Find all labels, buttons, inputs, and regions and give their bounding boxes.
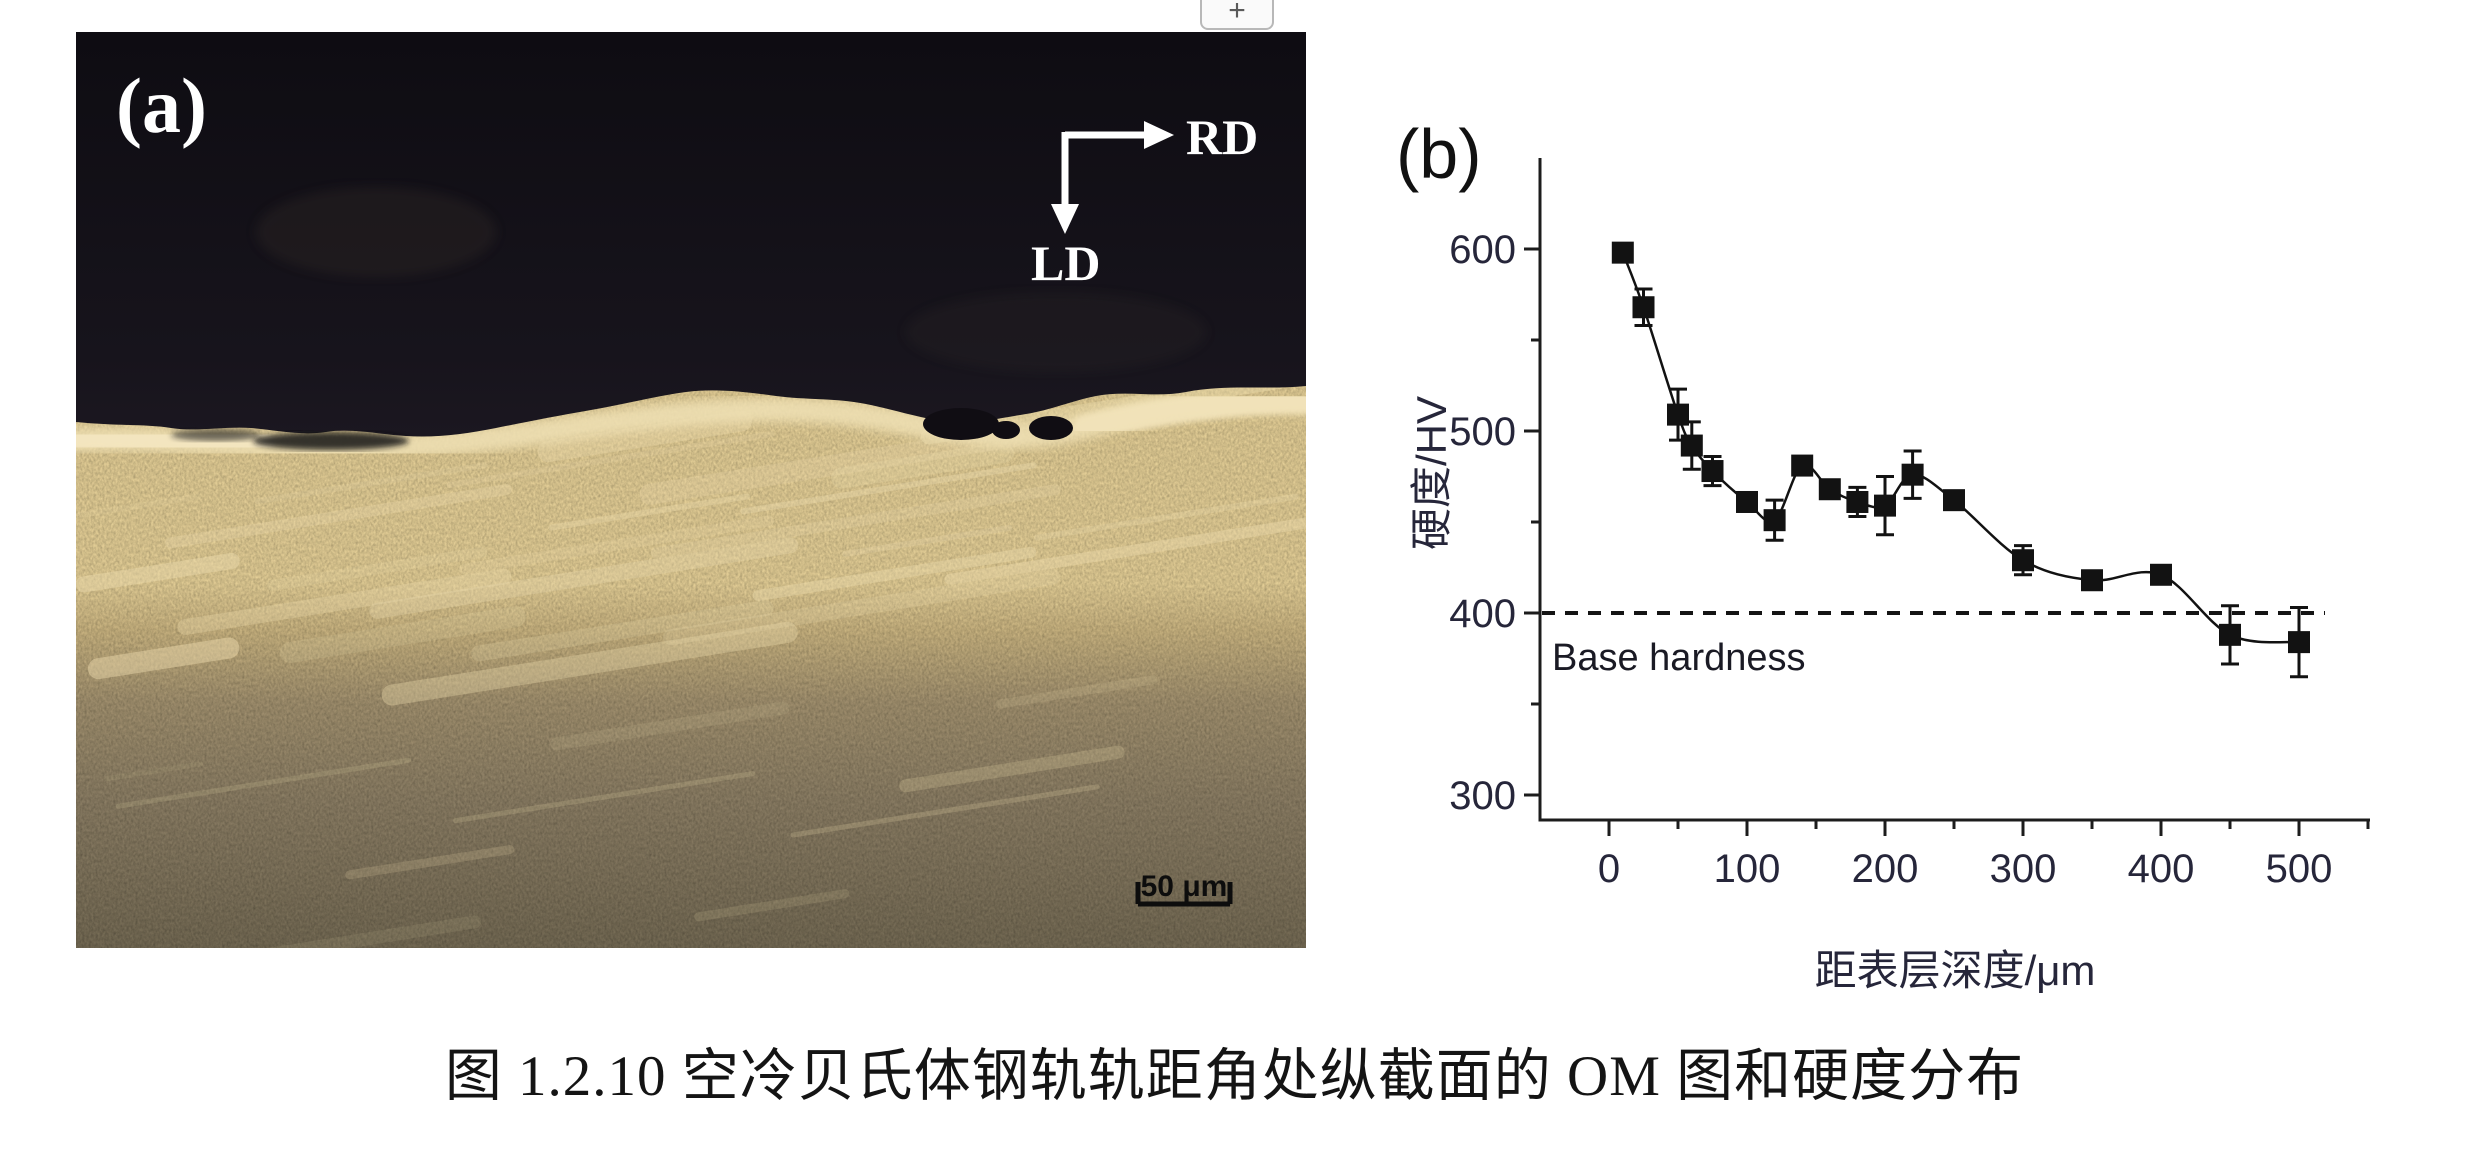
data-point-marker [2150,563,2172,586]
data-point-marker [1846,490,1869,513]
flow-streak [87,637,240,680]
resin-smudge [256,187,496,277]
flow-streak [279,606,526,663]
surface-dark-streak [171,429,261,441]
flow-streak [453,771,756,824]
flow-streak [104,761,204,782]
flow-streak [740,462,1037,515]
flow-streak [899,745,1125,793]
flow-streak [752,546,1037,602]
x-tick-label: 500 [2266,847,2333,891]
y-tick-label: 300 [1449,774,1516,818]
y-axis-title: 硬度/HV [1408,396,1455,550]
x-tick-label: 100 [1714,847,1781,891]
data-point-marker [2012,549,2034,572]
data-point-marker [1763,509,1786,532]
flow-streak [1034,493,1299,541]
scale-bar [1135,882,1233,907]
bright-surface-band-right [1073,387,1306,441]
ld-arrow-head [1051,204,1079,234]
panel-b-label: (b) [1396,115,1482,193]
chart-axes [1538,158,2370,822]
panel-a-label: (a) [116,62,207,149]
flow-streak [369,537,799,619]
flow-streak [548,493,751,531]
flow-streak [650,484,1061,559]
x-tick-label: 0 [1598,847,1620,891]
data-point-marker [1680,434,1703,457]
rd-arrow-head [1144,121,1174,149]
direction-marker [1051,121,1174,234]
flow-streak [115,757,412,809]
surface-pit [1029,416,1073,440]
flow-streak [165,484,512,549]
flow-streak [76,552,240,593]
zoom-in-button[interactable]: + [1200,0,1274,30]
data-point-marker [2081,569,2103,592]
y-tick-label: 600 [1449,228,1516,272]
data-point-marker [1736,490,1758,513]
flow-streak [663,568,1061,646]
base-hardness-label: Base hardness [1552,637,1806,679]
resin-smudge [906,292,1206,372]
microstructure-texture [76,362,1306,948]
flow-streak [471,600,774,662]
hardness-series-line [1621,252,2300,644]
flow-streak [790,784,1100,838]
flow-streak [550,701,790,751]
flow-streak [995,675,1158,709]
figure-caption: 图 1.2.10 空冷贝氏体钢轨轨距角处纵截面的 OM 图和硬度分布 [444,1045,2025,1108]
x-axis-title: 距表层深度/μm [1815,947,2096,994]
y-tick-label: 400 [1449,592,1516,636]
flow-streak [345,845,515,880]
flow-streak [248,915,482,948]
data-point-marker [1943,489,1965,512]
surface-pit [923,408,999,440]
data-point-marker [1901,463,1924,486]
data-point-marker [1874,494,1896,517]
plus-icon: + [1228,0,1246,27]
flow-streak [381,621,798,706]
y-tick-label: 500 [1449,410,1516,454]
flow-streak [267,546,488,591]
surface-pit [992,421,1020,439]
flow-streak [177,568,512,635]
flow-streak [254,462,488,505]
flow-streak [458,515,775,575]
om-micrograph: (a) RD LD 50 μm [76,32,1306,948]
flow-streak [831,441,1015,489]
bright-surface-band-left [76,421,275,460]
flow-streak [639,426,1024,505]
scale-bar-label: 50 μm [1141,870,1228,903]
flow-streak [694,889,850,922]
flow-streak [842,524,1013,557]
data-point-marker [1791,454,1814,477]
data-point-marker [1701,460,1724,483]
flow-streak [76,493,202,521]
data-point-marker [2219,623,2241,646]
x-tick-label: 400 [2128,847,2195,891]
rd-label: RD [1186,109,1258,165]
flow-streak [446,430,775,488]
data-point-marker [1818,478,1841,501]
data-point-marker [1632,296,1655,319]
data-point-marker [2288,631,2310,654]
x-tick-label: 300 [1990,847,2057,891]
flow-streak [944,515,1306,585]
data-point-marker [1667,403,1689,426]
x-tick-label: 200 [1852,847,1919,891]
data-point-marker [1611,241,1634,264]
ld-label: LD [1031,235,1100,291]
surface-dark-streak [253,432,409,450]
